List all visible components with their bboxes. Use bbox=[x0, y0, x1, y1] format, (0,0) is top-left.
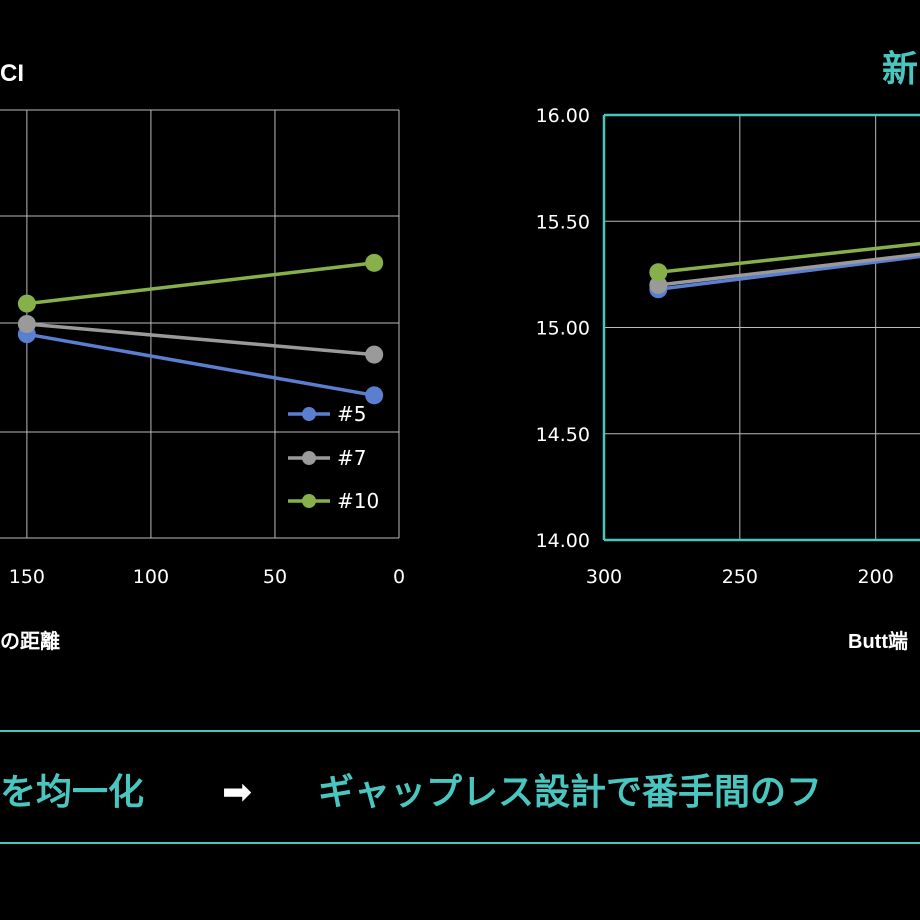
right-chart-series bbox=[649, 241, 920, 299]
right-y-tick-label: 14.50 bbox=[536, 424, 590, 446]
banner-right-text: ギャップレス設計で番手間のフ bbox=[318, 771, 822, 812]
right-chart-grid bbox=[602, 113, 920, 542]
left-chart: CI 150 100 50 0 の距離 #5 #7 #10 bbox=[0, 60, 405, 653]
right-y-tick-label: 15.00 bbox=[536, 318, 590, 340]
right-chart-x-ticks: 300 250 200 bbox=[586, 566, 894, 588]
right-y-tick-label: 16.00 bbox=[536, 105, 590, 127]
banner-left-text: を均一化 bbox=[0, 771, 144, 812]
left-series-point bbox=[365, 253, 384, 272]
right-series-line bbox=[658, 254, 920, 291]
left-series-point bbox=[17, 315, 36, 333]
left-series-point bbox=[365, 345, 384, 364]
left-series-point bbox=[365, 386, 384, 405]
left-x-tick-label: 50 bbox=[263, 566, 287, 588]
right-series-point bbox=[649, 276, 668, 294]
right-arrow-icon: ➡ bbox=[222, 772, 252, 813]
right-series-line bbox=[658, 241, 920, 274]
left-x-tick-label: 0 bbox=[393, 566, 405, 588]
right-series-line bbox=[658, 252, 920, 287]
left-series-line bbox=[26, 322, 375, 357]
right-chart-title: 新 bbox=[882, 48, 918, 89]
left-chart-grid bbox=[0, 109, 400, 539]
right-x-tick-label: 200 bbox=[858, 566, 894, 588]
right-y-tick-label: 14.00 bbox=[536, 530, 590, 552]
left-chart-legend: #5 #7 #10 bbox=[288, 402, 379, 513]
right-x-tick-label: 300 bbox=[586, 566, 622, 588]
right-y-tick-label: 15.50 bbox=[536, 211, 590, 233]
right-x-tick-label: 250 bbox=[722, 566, 758, 588]
legend-swatch-point bbox=[302, 407, 316, 421]
legend-entry-label: #10 bbox=[337, 489, 379, 513]
left-chart-series bbox=[17, 253, 384, 405]
right-chart: 新 16.00 15.50 15.00 14.50 14.00 300 250 200 Bu… bbox=[536, 48, 920, 653]
legend-entry-label: #7 bbox=[337, 446, 366, 470]
left-series-point bbox=[17, 294, 36, 313]
bottom-banner: を均一化 ➡ ギャップレス設計で番手間のフ bbox=[0, 730, 920, 844]
left-chart-x-axis-title: の距離 bbox=[0, 629, 60, 653]
left-chart-title: CI bbox=[0, 60, 24, 87]
right-chart-y-ticks: 16.00 15.50 15.00 14.50 14.00 bbox=[536, 105, 590, 552]
right-chart-x-axis-title: Butt端 bbox=[848, 630, 908, 653]
left-series-line bbox=[26, 261, 375, 306]
left-chart-x-ticks: 150 100 50 0 bbox=[9, 566, 405, 588]
left-x-tick-label: 150 bbox=[9, 566, 45, 588]
legend-swatch-point bbox=[302, 494, 316, 508]
right-series-point bbox=[649, 263, 668, 282]
left-x-tick-label: 100 bbox=[133, 566, 169, 588]
legend-swatch-point bbox=[302, 451, 316, 465]
legend-entry-label: #5 bbox=[337, 402, 366, 426]
left-series-line bbox=[26, 332, 375, 398]
